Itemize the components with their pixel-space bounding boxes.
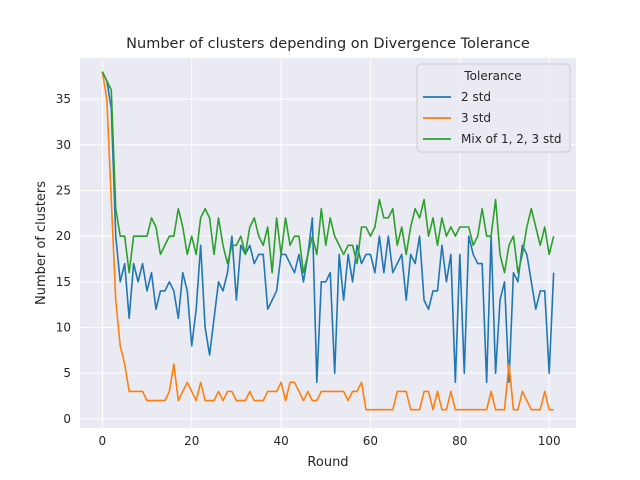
x-axis-ticks: 0 20 40 60 80 100: [99, 434, 561, 448]
y-axis-ticks: 0 5 10 15 20 25 30 35: [56, 92, 71, 426]
legend-items: 2 std 3 std Mix of 1, 2, 3 std: [423, 90, 562, 146]
x-tick-label: 20: [184, 434, 199, 448]
legend-box: [416, 63, 571, 153]
y-tick-label: 15: [56, 275, 71, 289]
legend-label: Mix of 1, 2, 3 std: [461, 132, 562, 146]
x-tick-label: 0: [99, 434, 107, 448]
y-tick-label: 10: [56, 321, 71, 335]
x-axis-label: Round: [307, 455, 348, 470]
y-tick-label: 20: [56, 229, 71, 243]
chart-title: Number of clusters depending on Divergen…: [126, 36, 530, 52]
x-tick-label: 60: [363, 434, 378, 448]
series-line-2-std: [101, 71, 555, 384]
y-tick-label: 25: [56, 183, 71, 197]
x-tick-label: 80: [452, 434, 467, 448]
series-line-mix-of-1-2-3-std: [101, 71, 555, 274]
legend: Tolerance 2 std 3 std Mix of 1, 2, 3 std: [416, 63, 571, 153]
legend-label: 2 std: [461, 90, 491, 104]
series-lines: [101, 71, 555, 411]
legend-title: Tolerance: [463, 69, 521, 83]
y-axis-label: Number of clusters: [34, 181, 49, 305]
x-tick-label: 100: [538, 434, 561, 448]
y-tick-label: 0: [63, 412, 71, 426]
y-tick-label: 35: [56, 92, 71, 106]
legend-label: 3 std: [461, 111, 491, 125]
series-line-3-std: [101, 71, 554, 411]
x-tick-label: 40: [273, 434, 288, 448]
y-tick-label: 30: [56, 138, 71, 152]
y-tick-label: 5: [63, 366, 71, 380]
